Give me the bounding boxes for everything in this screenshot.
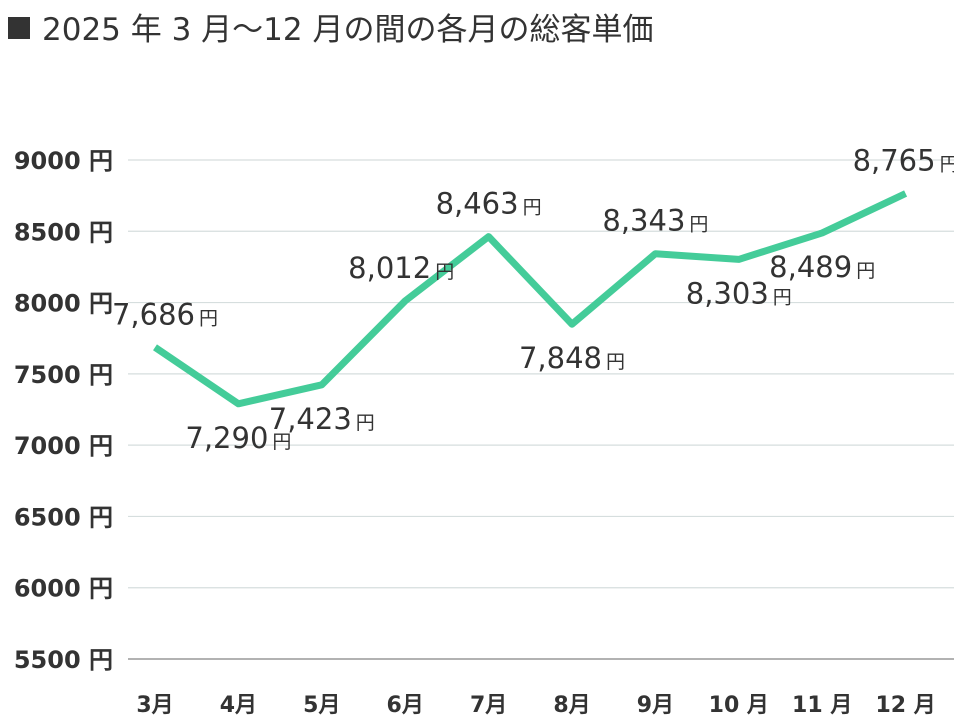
series-line xyxy=(153,190,908,408)
y-tick-label: 9000 円 xyxy=(14,147,113,175)
data-label: 8,463 円 xyxy=(436,187,542,221)
x-tick-label: 12 月 xyxy=(875,693,935,718)
data-label: 8,012 円 xyxy=(348,251,454,285)
data-label: 8,343 円 xyxy=(602,204,708,238)
y-tick-label: 7500 円 xyxy=(14,361,113,389)
x-tick-label: 5月 xyxy=(303,693,340,718)
x-tick-label: 8月 xyxy=(553,693,590,718)
x-tick-label: 10 月 xyxy=(709,693,769,718)
series-line-path xyxy=(153,190,908,408)
x-axis-ticks: 3月 4月 5月 6月 7月 8月 9月 10 月 11 月 12 月 xyxy=(136,693,935,718)
title-square-icon xyxy=(8,17,30,39)
data-label: 7,686 円 xyxy=(112,297,218,331)
x-tick-label: 6月 xyxy=(387,693,424,718)
y-tick-label: 8500 円 xyxy=(14,218,113,246)
y-tick-label: 6000 円 xyxy=(14,575,113,603)
data-label: 7,848 円 xyxy=(519,341,625,375)
grid-lines xyxy=(128,159,954,660)
data-label: 8,765 円 xyxy=(853,144,954,178)
x-tick-label: 11 月 xyxy=(792,693,852,718)
chart-title: 2025 年 3 月～12 月の間の各月の総客単価 xyxy=(8,4,653,49)
data-label: 7,423 円 xyxy=(269,402,375,436)
x-tick-label: 7月 xyxy=(470,693,507,718)
y-axis-ticks: 5500 円 6000 円 6500 円 7000 円 7500 円 8000 円 8500… xyxy=(14,147,113,674)
x-tick-label: 4月 xyxy=(220,693,257,718)
x-tick-label: 3月 xyxy=(136,693,173,718)
y-tick-label: 5500 円 xyxy=(14,646,113,674)
data-label: 8,489 円 xyxy=(769,250,875,284)
chart-title-text: 2025 年 3 月～12 月の間の各月の総客単価 xyxy=(42,12,654,48)
data-labels: 7,686 円 7,290 円7,423 円 8,012 円 8,463 円 7,848 円 8,34… xyxy=(112,144,954,455)
y-tick-label: 8000 円 xyxy=(14,290,113,318)
y-tick-label: 6500 円 xyxy=(14,503,113,531)
data-label: 8,303 円 xyxy=(686,276,792,310)
data-label: 7,290 円 xyxy=(185,421,291,455)
y-tick-label: 7000 円 xyxy=(14,432,113,460)
x-tick-label: 9月 xyxy=(637,693,674,718)
